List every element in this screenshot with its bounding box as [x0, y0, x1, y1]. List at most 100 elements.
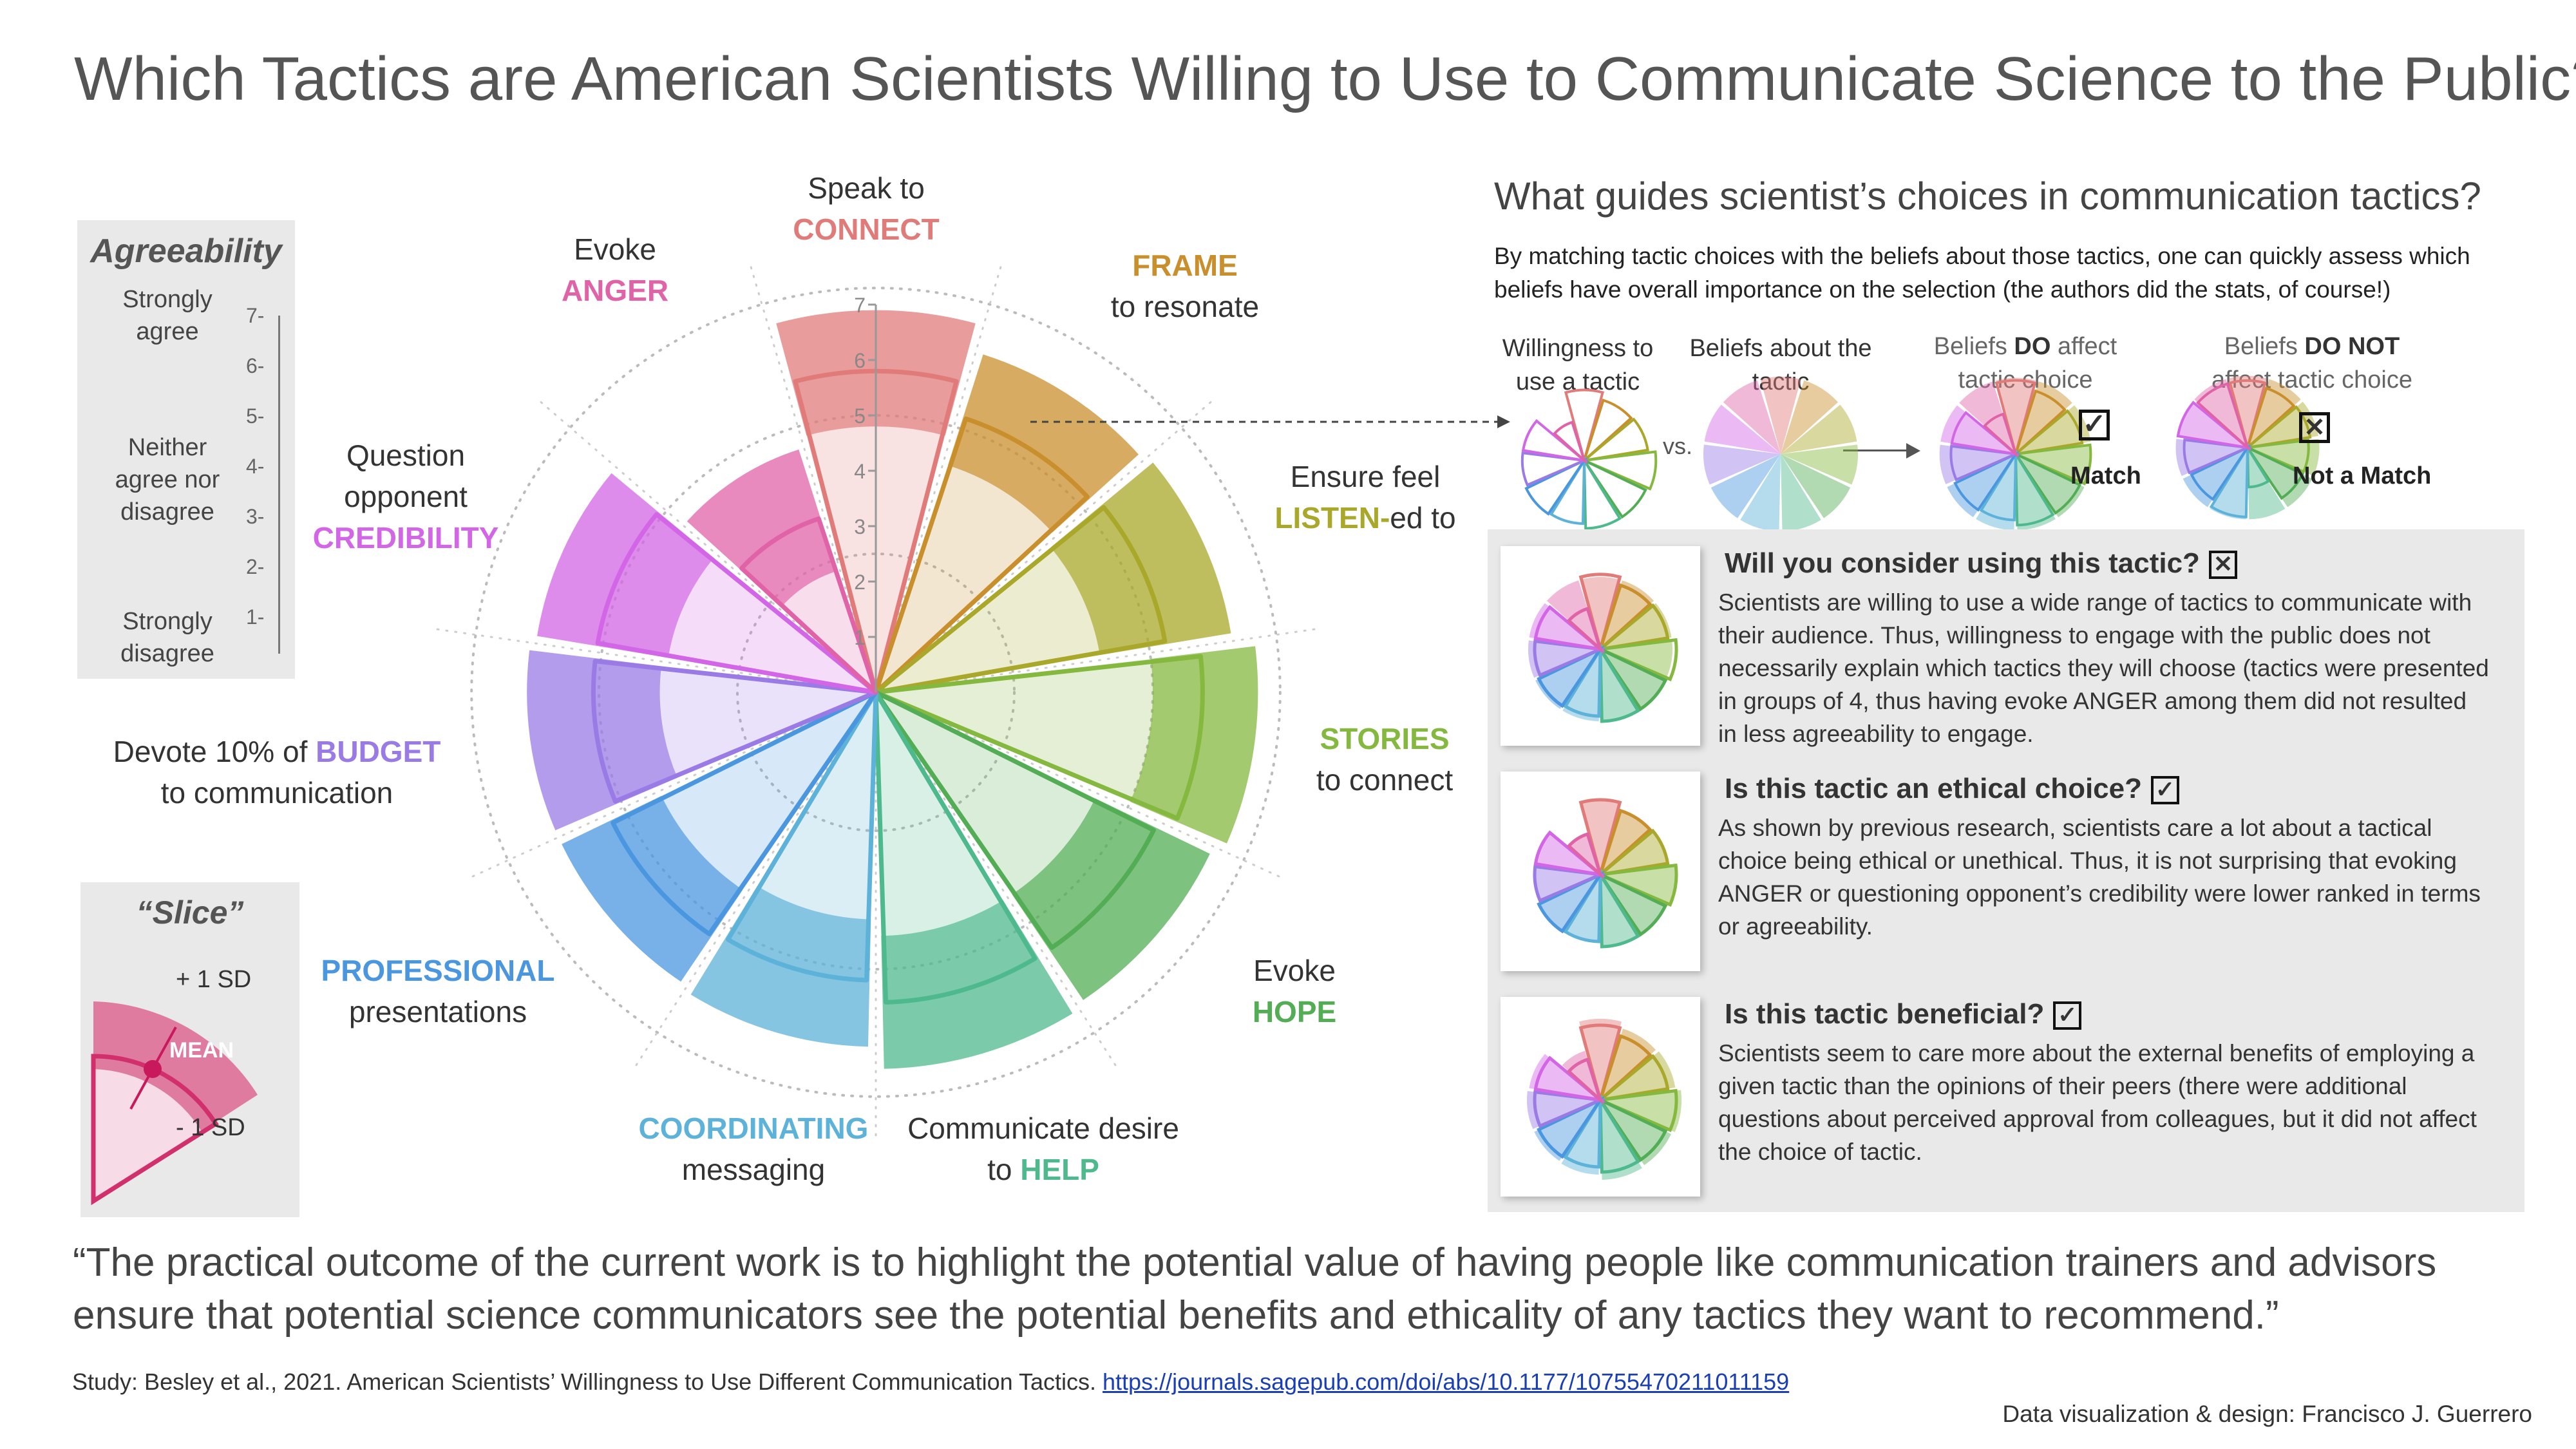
card-title-text: Will you consider using this tactic? — [1725, 547, 2200, 579]
agreeability-tick: 5- — [246, 404, 265, 428]
slice-diagram — [91, 1001, 258, 1206]
slice-sd-anger — [687, 449, 838, 607]
card-chart-svg — [1528, 573, 1678, 723]
mini-slice — [2210, 448, 2248, 520]
mini-slice-outline — [1595, 603, 1670, 652]
beliefs-do-key: DO — [2014, 333, 2051, 360]
card-title-1: Will you consider using this tactic? ✕ — [1725, 547, 2237, 580]
beliefs-do-pre: Beliefs — [1933, 333, 2014, 360]
mini-slice-outline — [1564, 388, 1605, 466]
slice-inner-budget — [659, 666, 876, 778]
slice-inner-frame — [876, 465, 1053, 692]
mini-slice — [1703, 444, 1781, 485]
mini-slice — [2248, 448, 2313, 507]
agreeability-tick: 4- — [246, 455, 265, 478]
mini-slice — [1539, 875, 1600, 931]
mini-slice-outline — [1596, 1034, 1653, 1106]
checkbox-checked-icon: ✓ — [2053, 1001, 2082, 1030]
mini-slice-outline — [1566, 831, 1604, 880]
category-label-connect: Speak to CONNECT — [793, 171, 940, 246]
mini-slice-outline — [1598, 643, 1641, 723]
slice-inner-help — [876, 692, 1003, 936]
card-chart-outline — [1533, 573, 1678, 723]
slice-sd-stories — [1130, 646, 1258, 844]
mini-slice — [1781, 444, 1858, 485]
mini-do-chart-overlay — [1949, 379, 2092, 527]
mini-slice-outline — [1594, 863, 1678, 907]
grid-ring — [736, 553, 1016, 832]
category-label-listen: Ensure feel LISTEN-ed to — [1274, 460, 1456, 535]
slice-sd-hope — [1012, 798, 1210, 1000]
agreeability-tick: 2- — [246, 555, 265, 578]
slice-inner-credibility — [668, 558, 876, 692]
slice-mean-listen — [873, 505, 1168, 695]
mini-slice-outline — [1598, 868, 1641, 949]
category-label-professional: PROFESSIONAL presentations — [321, 954, 555, 1028]
beliefs-donot-pre: Beliefs — [2224, 333, 2305, 360]
card-title-2: Is this tactic an ethical choice? ✓ — [1725, 773, 2179, 805]
slice-legend: “Slice” + 1 SD MEAN - 1 SD — [80, 882, 299, 1217]
card-text-2: As shown by previous research, scientist… — [1718, 815, 2481, 940]
r-tick-label: 7 — [854, 294, 866, 317]
mini-slice — [1600, 831, 1668, 875]
mini-slice — [1723, 380, 1781, 454]
card-chart-3 — [1501, 997, 1700, 1197]
mean-label: MEAN — [169, 1038, 234, 1063]
mini-slice — [1581, 577, 1620, 649]
strongly-disagree-label: Strongly disagree — [120, 608, 214, 667]
category-label-anger: Evoke ANGER — [561, 232, 669, 307]
mini-slice — [1976, 454, 2016, 531]
mini-slice — [1579, 1019, 1622, 1100]
mini-slice — [1600, 865, 1676, 905]
category-label-help: Communicate desire to HELP — [907, 1112, 1179, 1186]
mini-slice-outline — [1598, 1094, 1641, 1174]
slice-mean-credibility — [595, 512, 878, 695]
r-tick-label: 6 — [854, 349, 866, 372]
source-link[interactable]: https://journals.sagepub.com/doi/abs/10.… — [1103, 1368, 1790, 1395]
quote: “The practical outcome of the current wo… — [73, 1240, 2437, 1338]
arrow-right-icon — [1906, 443, 1920, 459]
slice-inner-coordinating — [757, 692, 876, 920]
mini-slice — [1781, 380, 1839, 454]
category-label-budget: Devote 10% of BUDGET to communication — [113, 735, 441, 810]
mini-slice-outline — [1595, 870, 1668, 937]
slice-mean-professional — [611, 690, 878, 936]
mini-slice — [1600, 603, 1672, 649]
mini-slice-outline — [1566, 1057, 1604, 1106]
mini-slice — [1562, 1050, 1600, 1100]
mini-slice-outline — [1537, 645, 1605, 708]
slice-heading: “Slice” — [136, 895, 244, 931]
mini-slice — [2228, 375, 2267, 448]
mini-slice — [2183, 448, 2248, 507]
slice-mean-budget — [591, 659, 878, 804]
mini-slice-outline — [1578, 1023, 1622, 1106]
mini-slice — [1996, 377, 2036, 454]
mini-slice — [1600, 1090, 1681, 1132]
card-text-1: Scientists are willing to use a wide ran… — [1718, 589, 2489, 747]
checkbox-x-icon: ✕ — [2208, 551, 2237, 580]
mini-slice — [1781, 454, 1821, 531]
slice-sd-professional — [562, 795, 743, 982]
r-tick-label: 3 — [854, 515, 866, 538]
mini-slice-outline — [1994, 379, 2037, 459]
source-text: Study: Besley et al., 2021. American Sci… — [72, 1368, 1103, 1395]
mini-slice — [2175, 439, 2248, 477]
mini-slice — [1569, 834, 1600, 875]
mini-slice-outline — [1578, 798, 1622, 881]
mini-slice — [1528, 640, 1600, 678]
category-label-credibility: Question opponent CREDIBILITY — [312, 439, 499, 554]
card-title-3: Is this tactic beneficial? ✓ — [1725, 998, 2082, 1030]
credit: Data visualization & design: Francisco J… — [2002, 1401, 2532, 1427]
mini-slice-outline — [2011, 443, 2092, 486]
slice-mean-outline — [91, 1054, 219, 1206]
mini-slice-outline — [1594, 638, 1678, 682]
mini-slice-outline — [1533, 605, 1606, 652]
agreeability-tick: 3- — [246, 505, 265, 528]
vs-label: vs. — [1663, 433, 1693, 459]
slice-inner-professional — [661, 692, 876, 890]
slice-mean-hope — [873, 690, 1156, 951]
mini-slice-outline — [2244, 444, 2304, 500]
mini-slice — [1600, 580, 1654, 649]
mini-slice-outline — [1580, 417, 1649, 463]
agreeability-tick: 7- — [246, 304, 265, 327]
